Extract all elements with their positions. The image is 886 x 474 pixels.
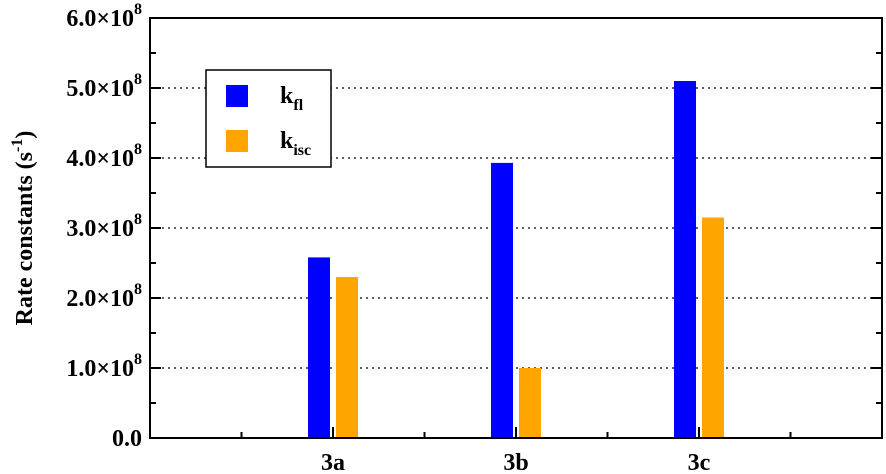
legend-label-subscript: isc (293, 142, 311, 159)
y-tick-exponent: 8 (134, 141, 142, 158)
legend-label-main: k (280, 83, 294, 109)
y-tick-label: 2.0×108 (66, 281, 142, 312)
y-tick-mantissa: 3.0×10 (66, 216, 134, 242)
legend-swatch-fl (226, 85, 248, 107)
x-tick-labels: 3a 3b 3c (321, 450, 711, 474)
bars (308, 81, 724, 438)
y-tick-exponent: 8 (134, 1, 142, 18)
x-tick-label: 3c (688, 450, 711, 474)
y-tick-label: 4.0×108 (66, 141, 142, 172)
y-tick-exponent: 8 (134, 351, 142, 368)
bar-fl-3a (308, 257, 330, 438)
y-tick-label: 0.0 (112, 426, 142, 452)
y-tick-label: 5.0×108 (66, 71, 142, 102)
y-axis-label-exponent: -1 (9, 139, 26, 152)
legend-label-isc: kisc (280, 128, 311, 159)
legend-label-fl: kfl (280, 83, 304, 114)
y-axis-label-close: ) (12, 131, 38, 139)
y-tick-exponent: 8 (134, 211, 142, 228)
y-axis-label: Rate constants (s-1) (9, 131, 38, 326)
legend-label-subscript: fl (293, 97, 303, 114)
y-tick-mantissa: 4.0×10 (66, 146, 134, 172)
legend-label-main: k (280, 128, 294, 154)
x-tick-label: 3a (321, 450, 345, 474)
bar-fl-3b (491, 162, 513, 438)
y-tick-label: 3.0×108 (66, 211, 142, 242)
axis-ticks (150, 17, 882, 439)
y-tick-exponent: 8 (134, 281, 142, 298)
y-tick-mantissa: 6.0×10 (66, 6, 134, 32)
y-axis-label-text: Rate constants (s (12, 152, 38, 325)
y-tick-mantissa: 2.0×10 (66, 286, 134, 312)
legend-box (205, 69, 332, 168)
y-tick-mantissa: 1.0×10 (66, 356, 134, 382)
y-tick-mantissa: 0.0 (112, 426, 142, 452)
y-tick-mantissa: 5.0×10 (66, 76, 134, 102)
bar-isc-3c (702, 217, 724, 438)
x-tick-label: 3b (503, 450, 528, 474)
y-tick-exponent: 8 (134, 71, 142, 88)
bar-fl-3c (674, 81, 696, 438)
legend-swatch-isc (226, 130, 248, 152)
y-tick-label: 6.0×108 (66, 1, 142, 32)
y-tick-label: 1.0×108 (66, 351, 142, 382)
bar-isc-3a (336, 277, 358, 438)
y-tick-labels: 0.01.0×1082.0×1083.0×1084.0×1085.0×1086.… (66, 1, 142, 452)
bar-isc-3b (519, 368, 541, 438)
